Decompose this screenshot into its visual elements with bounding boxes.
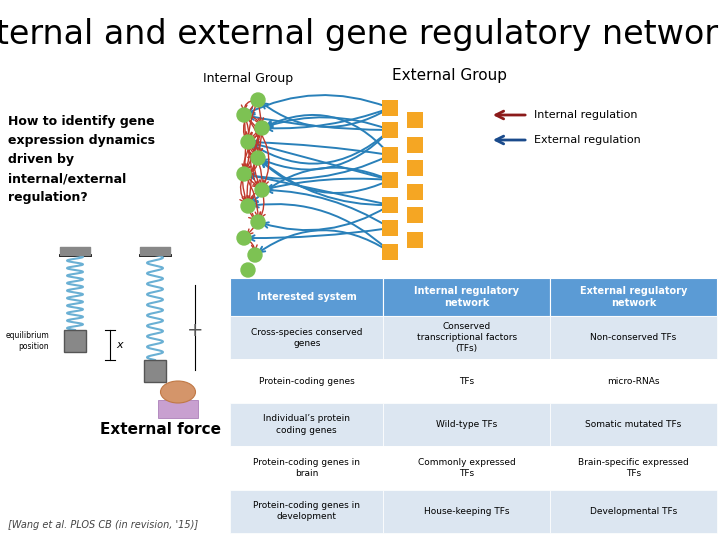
- Bar: [384, 446, 550, 490]
- Bar: [384, 278, 550, 316]
- Text: Developmental TFs: Developmental TFs: [590, 507, 677, 516]
- Text: Protein-coding genes: Protein-coding genes: [258, 376, 354, 386]
- Circle shape: [251, 151, 265, 165]
- Text: Protein-coding genes in
development: Protein-coding genes in development: [253, 501, 360, 521]
- Text: equilibrium
position: equilibrium position: [5, 331, 49, 351]
- Bar: [384, 360, 550, 403]
- Text: Internal regulatory
network: Internal regulatory network: [414, 286, 519, 308]
- Bar: [550, 316, 717, 360]
- Bar: [382, 100, 398, 116]
- Text: Protein-coding genes in
brain: Protein-coding genes in brain: [253, 458, 360, 478]
- Circle shape: [237, 167, 251, 181]
- Text: Cross-species conserved
genes: Cross-species conserved genes: [251, 328, 362, 348]
- Bar: [158, 400, 198, 418]
- Circle shape: [251, 215, 265, 229]
- Bar: [384, 316, 550, 360]
- Bar: [230, 278, 384, 316]
- Text: +: +: [186, 321, 203, 340]
- Bar: [407, 184, 423, 200]
- Text: Internal regulation: Internal regulation: [534, 110, 637, 120]
- Text: Internal Group: Internal Group: [203, 72, 293, 85]
- Bar: [382, 197, 398, 213]
- Text: House-keeping TFs: House-keeping TFs: [424, 507, 510, 516]
- Bar: [230, 360, 384, 403]
- Bar: [384, 403, 550, 446]
- Circle shape: [237, 108, 251, 122]
- Bar: [384, 490, 550, 533]
- Text: TFs: TFs: [459, 376, 474, 386]
- Bar: [382, 147, 398, 163]
- Bar: [407, 207, 423, 223]
- Text: Commonly expressed
TFs: Commonly expressed TFs: [418, 458, 516, 478]
- Bar: [230, 490, 384, 533]
- Bar: [407, 112, 423, 128]
- Bar: [382, 220, 398, 236]
- Text: x: x: [116, 340, 122, 350]
- Text: [Wang et al. PLOS CB (in revision, '15)]: [Wang et al. PLOS CB (in revision, '15)]: [8, 520, 198, 530]
- Bar: [550, 278, 717, 316]
- Circle shape: [241, 135, 255, 149]
- Circle shape: [248, 248, 262, 262]
- Text: How to identify gene
expression dynamics
driven by
internal/external
regulation?: How to identify gene expression dynamics…: [8, 115, 155, 204]
- Bar: [407, 137, 423, 153]
- Text: micro-RNAs: micro-RNAs: [607, 376, 660, 386]
- Text: External regulation: External regulation: [534, 135, 641, 145]
- Circle shape: [241, 199, 255, 213]
- Ellipse shape: [161, 381, 196, 403]
- Bar: [230, 446, 384, 490]
- Circle shape: [255, 183, 269, 197]
- Bar: [382, 172, 398, 188]
- Bar: [550, 446, 717, 490]
- Circle shape: [251, 93, 265, 107]
- Text: Conserved
transcriptional factors
(TFs): Conserved transcriptional factors (TFs): [417, 322, 517, 353]
- Text: Individual’s protein
coding genes: Individual’s protein coding genes: [264, 415, 350, 435]
- Text: External Group: External Group: [392, 68, 508, 83]
- Bar: [382, 122, 398, 138]
- Bar: [407, 160, 423, 176]
- Bar: [144, 360, 166, 382]
- Bar: [550, 403, 717, 446]
- Text: External regulatory
network: External regulatory network: [580, 286, 687, 308]
- Circle shape: [237, 231, 251, 245]
- Text: Interested system: Interested system: [257, 292, 356, 302]
- Bar: [230, 316, 384, 360]
- Text: Non-conserved TFs: Non-conserved TFs: [590, 333, 677, 342]
- Text: Brain-specific expressed
TFs: Brain-specific expressed TFs: [578, 458, 689, 478]
- Bar: [230, 403, 384, 446]
- Text: Somatic mutated TFs: Somatic mutated TFs: [585, 420, 682, 429]
- Bar: [407, 232, 423, 248]
- Bar: [550, 490, 717, 533]
- Bar: [550, 360, 717, 403]
- Text: External force: External force: [99, 422, 220, 437]
- Circle shape: [255, 121, 269, 135]
- Circle shape: [241, 263, 255, 277]
- Bar: [382, 244, 398, 260]
- Bar: [64, 330, 86, 352]
- Text: Internal and external gene regulatory networks: Internal and external gene regulatory ne…: [0, 18, 720, 51]
- Text: Wild-type TFs: Wild-type TFs: [436, 420, 498, 429]
